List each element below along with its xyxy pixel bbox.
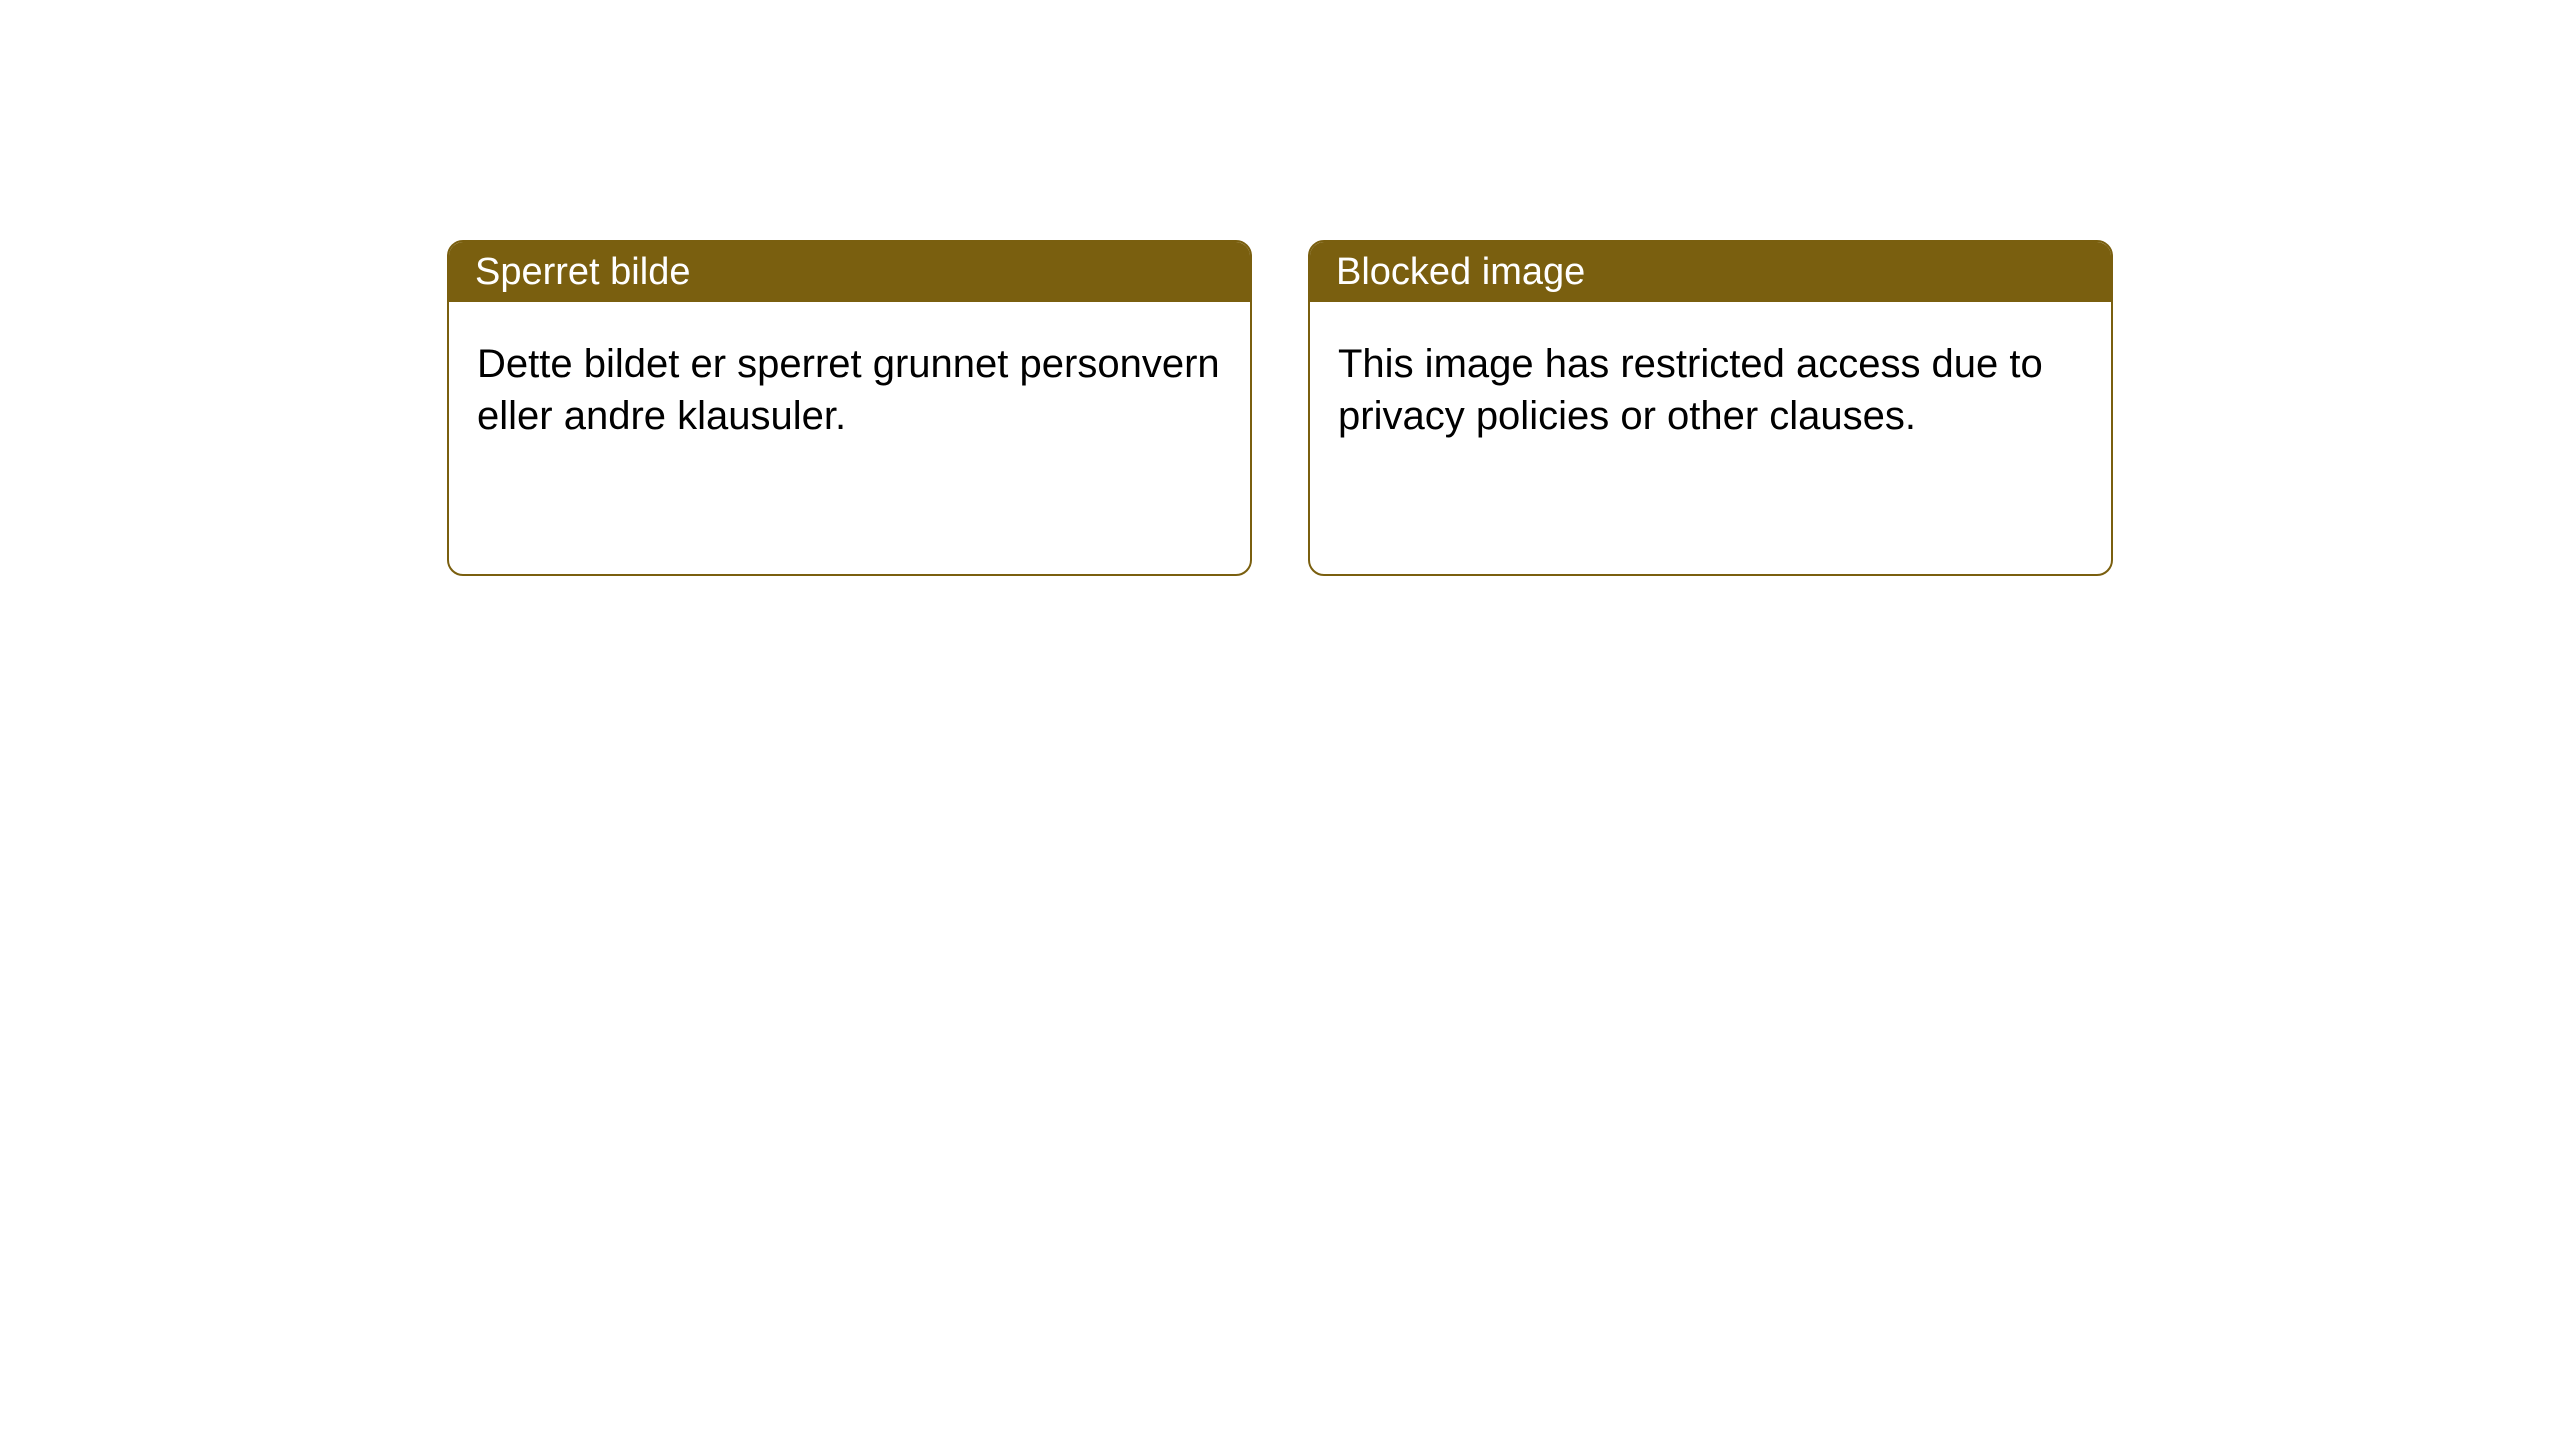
card-body: This image has restricted access due to … [1310,302,2111,478]
card-header: Sperret bilde [449,242,1250,302]
notice-cards-container: Sperret bilde Dette bildet er sperret gr… [447,240,2113,576]
card-header: Blocked image [1310,242,2111,302]
notice-card-norwegian: Sperret bilde Dette bildet er sperret gr… [447,240,1252,576]
card-message: This image has restricted access due to … [1338,338,2083,442]
notice-card-english: Blocked image This image has restricted … [1308,240,2113,576]
card-body: Dette bildet er sperret grunnet personve… [449,302,1250,478]
card-message: Dette bildet er sperret grunnet personve… [477,338,1222,442]
card-title: Blocked image [1336,251,1585,294]
card-title: Sperret bilde [475,251,690,294]
